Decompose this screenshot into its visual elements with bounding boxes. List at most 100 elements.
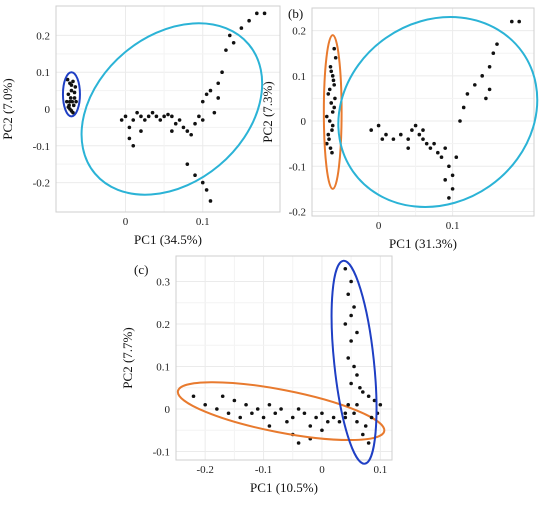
cluster-ellipse — [176, 381, 386, 442]
data-point — [330, 123, 335, 128]
data-point — [238, 415, 243, 420]
data-point — [332, 83, 337, 87]
data-point — [154, 114, 159, 119]
data-point — [244, 402, 248, 407]
data-point — [308, 424, 313, 428]
y-tick-label: 0 — [301, 116, 307, 128]
y-tick-label: -0.1 — [289, 161, 306, 173]
data-point — [406, 137, 411, 141]
cluster-ellipse — [337, 16, 539, 208]
y-tick-label: 0 — [45, 104, 51, 116]
data-point — [458, 119, 462, 123]
data-point — [331, 415, 336, 420]
series-group-0 — [176, 381, 386, 445]
data-point — [69, 88, 74, 93]
data-point — [203, 402, 207, 407]
x-axis-label: PC1 (31.3%) — [389, 236, 457, 251]
data-point — [302, 411, 307, 416]
data-point — [343, 322, 348, 326]
data-point — [73, 85, 78, 89]
data-point — [204, 92, 209, 97]
data-point — [146, 114, 151, 119]
data-point — [352, 305, 356, 309]
data-point — [369, 128, 374, 132]
data-point — [332, 46, 337, 51]
data-point — [127, 136, 132, 141]
cluster-ellipse — [330, 259, 378, 465]
data-point — [454, 155, 459, 160]
data-point — [162, 114, 166, 119]
cluster-ellipse — [322, 34, 343, 190]
data-point — [337, 419, 342, 424]
data-point — [349, 381, 353, 386]
data-point — [68, 96, 73, 100]
data-point — [239, 26, 244, 30]
data-point — [212, 110, 217, 115]
data-point — [193, 173, 197, 178]
data-point — [517, 19, 521, 24]
data-point — [131, 118, 136, 122]
data-point — [421, 128, 425, 132]
data-point — [343, 411, 348, 416]
data-point — [296, 407, 301, 411]
data-point — [346, 402, 351, 407]
data-point — [262, 11, 267, 16]
data-point — [71, 79, 75, 84]
y-tick-label: 0.2 — [156, 319, 170, 331]
data-point — [296, 441, 301, 445]
data-point — [491, 51, 496, 56]
data-point — [436, 150, 440, 155]
data-point — [68, 99, 72, 104]
gridlines — [176, 256, 392, 460]
data-point — [200, 118, 205, 122]
data-point — [330, 74, 335, 78]
data-point — [267, 402, 272, 407]
data-point — [480, 74, 485, 78]
data-point — [346, 356, 351, 360]
data-point — [376, 123, 381, 128]
data-point — [384, 132, 388, 137]
data-point — [329, 101, 334, 105]
data-point — [71, 110, 75, 115]
data-point — [355, 419, 359, 424]
y-tick-label: -0.2 — [289, 206, 306, 218]
data-point — [200, 99, 205, 104]
data-point — [185, 129, 190, 133]
data-point — [191, 394, 196, 399]
chart-panel-0: 0 0.1 0.2 0.1 0 -0.1 -0.2 PC1 (34.5%) PC2 (7.0%) — [0, 5, 281, 247]
data-point — [349, 339, 353, 343]
data-point — [177, 118, 182, 122]
x-tick-label: -0.1 — [255, 464, 272, 476]
data-point — [150, 110, 155, 115]
data-point — [226, 411, 231, 416]
data-point — [327, 137, 331, 141]
data-point — [372, 398, 377, 403]
series-group-1 — [80, 11, 267, 203]
data-point — [413, 123, 418, 128]
data-point — [66, 105, 71, 109]
data-point — [247, 18, 251, 23]
data-point — [378, 402, 383, 407]
series-group-0 — [61, 71, 81, 118]
data-point — [355, 402, 359, 407]
data-point — [232, 398, 237, 403]
y-axis-label: PC2 (7.7%) — [120, 327, 135, 388]
data-point — [65, 77, 70, 82]
data-point — [327, 119, 332, 123]
data-point — [473, 83, 477, 87]
data-point — [343, 415, 348, 420]
data-point — [290, 415, 295, 420]
data-point — [320, 411, 324, 416]
data-point — [349, 313, 353, 318]
x-axis-label: PC1 (34.5%) — [134, 232, 202, 247]
data-point — [72, 96, 77, 100]
y-tick-label: 0.1 — [292, 71, 306, 83]
data-point — [139, 129, 143, 133]
data-point — [450, 173, 455, 178]
data-point — [71, 103, 76, 108]
x-tick-label: 0 — [376, 220, 382, 232]
data-point — [123, 114, 128, 119]
plot-frame — [55, 5, 281, 213]
data-point — [352, 364, 356, 369]
